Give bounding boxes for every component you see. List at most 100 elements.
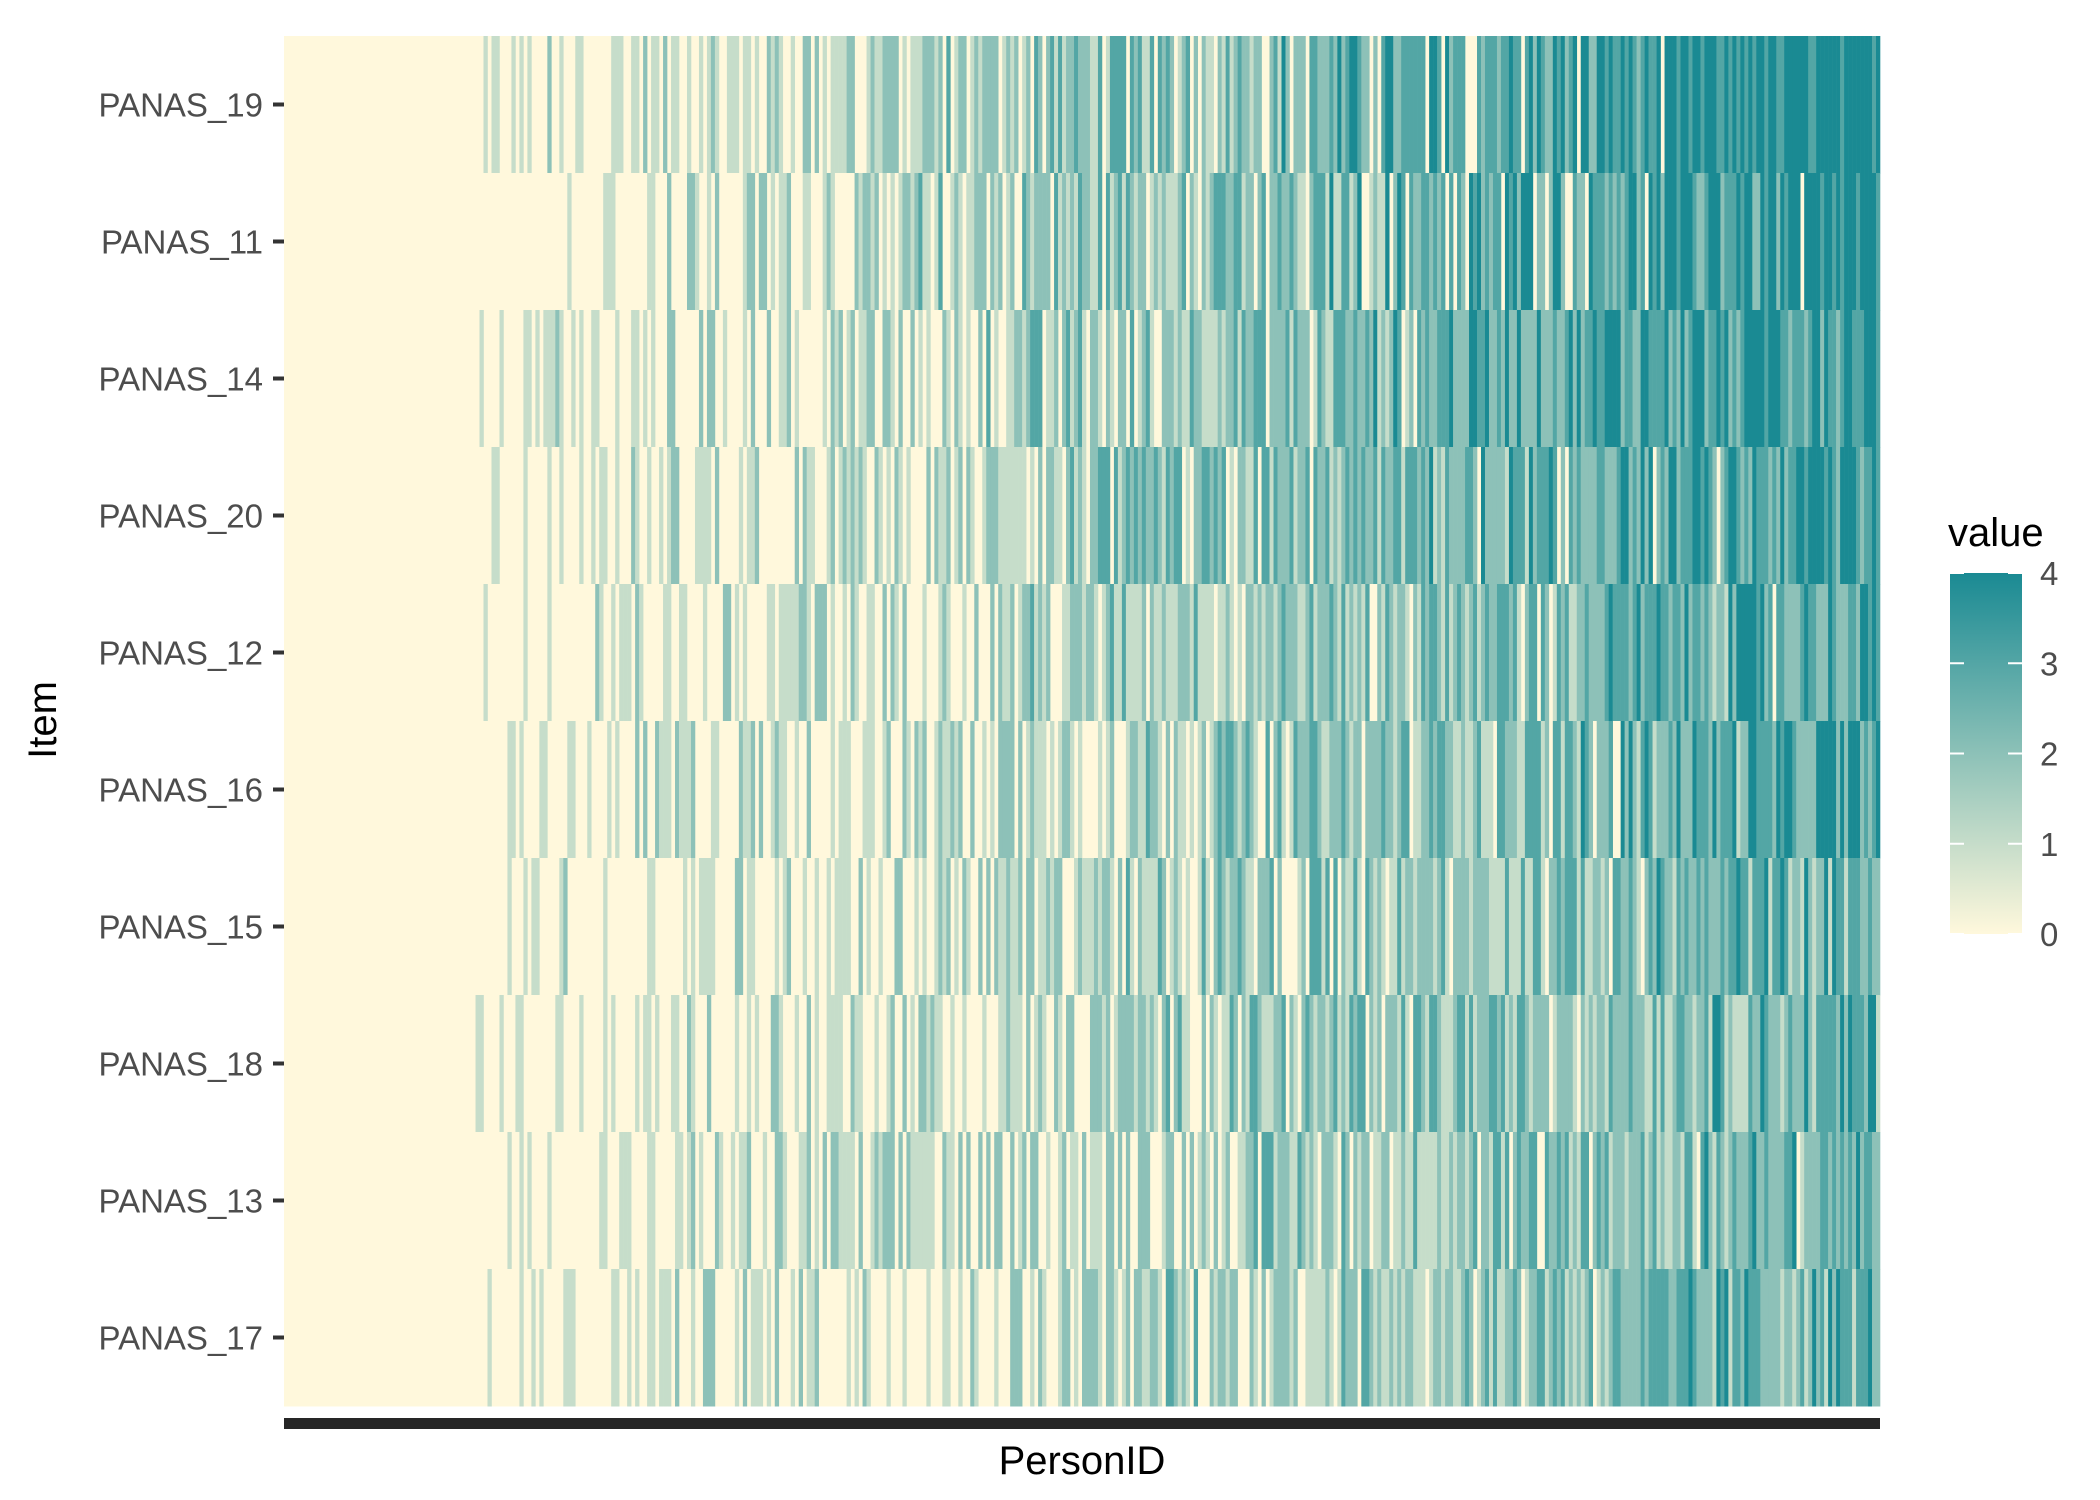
heatmap-cell bbox=[1836, 858, 1841, 996]
heatmap-cell bbox=[1588, 721, 1594, 859]
heatmap-cell bbox=[1808, 995, 1813, 1133]
heatmap-cell bbox=[1353, 173, 1358, 311]
heatmap-cell bbox=[1325, 995, 1330, 1133]
heatmap-cell bbox=[1748, 995, 1753, 1133]
heatmap-cell bbox=[1093, 173, 1099, 311]
heatmap-cell bbox=[1341, 858, 1346, 996]
heatmap-cell bbox=[1165, 447, 1171, 585]
heatmap-cell bbox=[1600, 36, 1605, 174]
heatmap-cell bbox=[1397, 584, 1402, 722]
heatmap-cell bbox=[1129, 36, 1135, 174]
heatmap-cell bbox=[1121, 1269, 1127, 1407]
heatmap-row-panas_20 bbox=[284, 447, 1881, 585]
heatmap-cell bbox=[998, 858, 1003, 996]
heatmap-cell bbox=[734, 1269, 740, 1407]
heatmap-cell bbox=[1616, 1269, 1621, 1407]
heatmap-cell bbox=[866, 858, 871, 996]
heatmap-cell bbox=[1042, 584, 1047, 722]
heatmap-cell bbox=[778, 310, 784, 448]
heatmap-cell bbox=[1085, 173, 1091, 311]
heatmap-cell bbox=[1433, 173, 1438, 311]
heatmap-cell bbox=[710, 721, 716, 859]
heatmap-cell bbox=[1149, 858, 1155, 996]
heatmap-cell bbox=[1660, 1269, 1665, 1407]
heatmap-cell bbox=[1560, 858, 1566, 996]
heatmap-cell bbox=[934, 447, 939, 585]
heatmap-cell bbox=[1313, 995, 1318, 1133]
heatmap-cell bbox=[802, 858, 807, 996]
heatmap-cell bbox=[870, 584, 875, 722]
heatmap-cell bbox=[918, 173, 923, 311]
heatmap-cell bbox=[511, 721, 516, 859]
heatmap-cell bbox=[1624, 173, 1629, 311]
heatmap-cell bbox=[942, 310, 947, 448]
heatmap-cell bbox=[1010, 447, 1015, 585]
heatmap-cell bbox=[1680, 1269, 1685, 1407]
heatmap-cell bbox=[1010, 858, 1015, 996]
heatmap-cell bbox=[1852, 995, 1857, 1133]
heatmap-cell bbox=[1301, 447, 1306, 585]
heatmap-cell bbox=[1684, 1132, 1689, 1270]
heatmap-cell bbox=[838, 447, 843, 585]
heatmap-cell bbox=[1034, 1132, 1039, 1270]
heatmap-cell bbox=[1265, 721, 1270, 859]
heatmap-cell bbox=[830, 173, 835, 311]
heatmap-cell bbox=[1465, 1269, 1470, 1407]
heatmap-cell bbox=[1038, 584, 1043, 722]
heatmap-cell bbox=[1680, 173, 1685, 311]
heatmap-cell bbox=[1536, 721, 1542, 859]
heatmap-cell bbox=[1864, 721, 1869, 859]
heatmap-cell bbox=[1752, 721, 1757, 859]
heatmap-cell bbox=[1656, 173, 1661, 311]
heatmap-cell bbox=[1728, 310, 1733, 448]
heatmap-cell bbox=[1488, 36, 1494, 174]
heatmap-cell bbox=[1082, 1132, 1087, 1270]
heatmap-cell bbox=[1185, 447, 1191, 585]
heatmap-cell bbox=[1169, 447, 1175, 585]
heatmap-cell bbox=[1724, 447, 1729, 585]
heatmap-cell bbox=[1588, 310, 1594, 448]
heatmap-cell bbox=[1313, 36, 1318, 174]
heatmap-cell bbox=[1325, 173, 1330, 311]
heatmap-cell bbox=[1245, 858, 1250, 996]
heatmap-cell bbox=[1445, 721, 1450, 859]
heatmap-cell bbox=[906, 721, 911, 859]
heatmap-cell bbox=[1042, 1269, 1047, 1407]
heatmap-cell bbox=[1644, 1132, 1649, 1270]
heatmap-cell bbox=[1201, 447, 1206, 585]
heatmap-cell bbox=[1233, 721, 1238, 859]
heatmap-cell bbox=[627, 584, 632, 722]
heatmap-cell bbox=[1680, 584, 1685, 722]
heatmap-cell bbox=[1640, 721, 1645, 859]
heatmap-cell bbox=[1046, 36, 1051, 174]
heatmap-cell bbox=[1377, 310, 1382, 448]
heatmap-cell bbox=[1117, 173, 1123, 311]
y-tick-label: PANAS_19 bbox=[99, 87, 263, 124]
heatmap-cell bbox=[898, 173, 903, 311]
heatmap-cell bbox=[515, 995, 520, 1133]
heatmap-cell bbox=[1684, 995, 1689, 1133]
heatmap-cell bbox=[750, 858, 756, 996]
heatmap-cell bbox=[702, 584, 708, 722]
heatmap-cell bbox=[1560, 995, 1566, 1133]
heatmap-cell bbox=[1556, 584, 1562, 722]
heatmap-cell bbox=[902, 36, 907, 174]
heatmap-cell bbox=[1640, 36, 1645, 174]
heatmap-cell bbox=[1648, 173, 1653, 311]
heatmap-cell bbox=[1481, 1269, 1486, 1407]
legend-title: value bbox=[1948, 511, 2044, 555]
heatmap-cell bbox=[882, 310, 887, 448]
heatmap-cell bbox=[1097, 447, 1103, 585]
heatmap-cell bbox=[1026, 858, 1031, 996]
heatmap-cell bbox=[1361, 584, 1366, 722]
heatmap-cell bbox=[1089, 173, 1095, 311]
heatmap-cell bbox=[1564, 858, 1570, 996]
heatmap-cell bbox=[1349, 1269, 1354, 1407]
heatmap-cell bbox=[794, 310, 800, 448]
heatmap-cell bbox=[1313, 447, 1318, 585]
heatmap-cell bbox=[874, 36, 879, 174]
heatmap-cell bbox=[1062, 1269, 1067, 1407]
heatmap-cell bbox=[1556, 173, 1562, 311]
heatmap-cell bbox=[1804, 310, 1809, 448]
heatmap-cell bbox=[1173, 858, 1179, 996]
